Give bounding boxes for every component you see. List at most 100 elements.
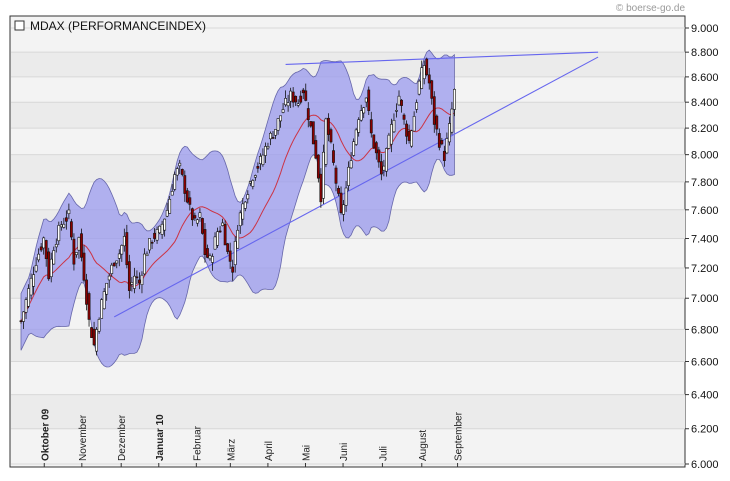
candlestick [208, 253, 212, 261]
candlestick [34, 257, 38, 273]
candlestick [269, 131, 272, 146]
candlestick [296, 99, 300, 108]
candlestick [165, 202, 169, 218]
candlestick [392, 113, 396, 133]
candlestick [29, 273, 33, 300]
candlestick [435, 114, 439, 136]
y-tick-label: 6.800 [691, 324, 719, 336]
candlestick [92, 321, 96, 347]
candlestick [145, 251, 149, 257]
y-tick-label: 6.000 [691, 459, 719, 471]
candlestick [130, 276, 134, 292]
candlestick [314, 135, 318, 160]
candlestick [405, 120, 408, 145]
candlestick [354, 127, 358, 146]
y-tick-label: 7.800 [691, 177, 719, 189]
candlestick [264, 142, 267, 164]
candlestick [362, 106, 366, 119]
candlestick [77, 236, 81, 259]
candlestick [379, 153, 383, 181]
candlestick [324, 117, 328, 168]
x-month-label: März [226, 439, 237, 461]
candlestick [206, 244, 209, 259]
candlestick [218, 226, 222, 233]
candlestick [64, 210, 68, 230]
candlestick [158, 225, 162, 235]
candlestick [49, 252, 53, 283]
candlestick [125, 224, 129, 269]
candlestick [432, 91, 436, 133]
candlestick [248, 180, 252, 187]
candlestick [231, 259, 235, 281]
candlestick [160, 220, 164, 239]
title-checkbox-icon [14, 20, 25, 31]
y-tick-label: 8.000 [691, 150, 719, 162]
candlestick [412, 111, 416, 132]
candlestick [133, 267, 136, 294]
candlestick [198, 208, 202, 222]
candlestick [44, 239, 48, 267]
grid-band [11, 52, 685, 77]
candlestick [32, 266, 36, 295]
candlestick [284, 90, 288, 107]
candlestick [72, 233, 76, 271]
candlestick [47, 247, 51, 281]
candlestick [90, 326, 93, 338]
candlestick [42, 236, 46, 255]
candlestick [321, 144, 325, 205]
candlesticks [19, 57, 456, 356]
candlestick [178, 159, 182, 174]
candlestick [311, 121, 315, 145]
trend-line [285, 51, 599, 66]
candlestick [442, 145, 446, 167]
candlestick [374, 140, 378, 160]
candlestick [155, 226, 159, 244]
x-month-label: Juni [339, 443, 350, 461]
candlestick [190, 207, 194, 226]
y-axis-labels: 6.000 6.200 6.400 6.600 6.800 7.000 7.200 7.400… [685, 23, 719, 471]
candlestick [384, 147, 388, 177]
candlestick [110, 262, 114, 277]
candlestick [425, 57, 429, 77]
candlestick [342, 199, 345, 222]
candlestick [115, 260, 119, 269]
candlestick [372, 134, 376, 149]
candlestick [37, 248, 41, 263]
y-tick-label: 7.000 [691, 293, 719, 305]
candlestick [347, 161, 351, 191]
candlestick [430, 79, 434, 105]
candlestick [183, 170, 187, 202]
candlestick [175, 166, 179, 181]
candlestick [274, 129, 277, 140]
x-axis-labels: Oktober 09 November Dezember Januar 10 Febru… [40, 408, 465, 467]
candlestick [387, 132, 391, 149]
candlestick [359, 104, 363, 122]
candlestick [364, 97, 368, 108]
candlestick [417, 79, 421, 96]
candlestick [185, 187, 189, 204]
y-tick-label: 6.400 [691, 390, 719, 402]
candlestick [163, 218, 167, 237]
x-month-label: Februar [192, 425, 203, 461]
candlestick [57, 221, 61, 246]
candlestick [410, 129, 414, 148]
candlestick [19, 319, 23, 324]
candlestick [140, 271, 144, 294]
candlestick [447, 116, 451, 146]
candlestick [221, 218, 225, 227]
candlestick [332, 143, 335, 166]
x-month-label: April [264, 441, 275, 461]
candlestick [95, 327, 99, 356]
candlestick [138, 272, 141, 290]
candlestick [304, 83, 308, 102]
candlestick [223, 220, 227, 246]
candlestick [427, 68, 431, 90]
candlestick [251, 179, 255, 190]
candlestick [369, 111, 373, 138]
candlestick [261, 148, 265, 167]
candlestick [75, 252, 78, 258]
candlestick [105, 282, 109, 301]
y-tick-label: 9.000 [691, 23, 719, 35]
candlestick [216, 227, 219, 249]
